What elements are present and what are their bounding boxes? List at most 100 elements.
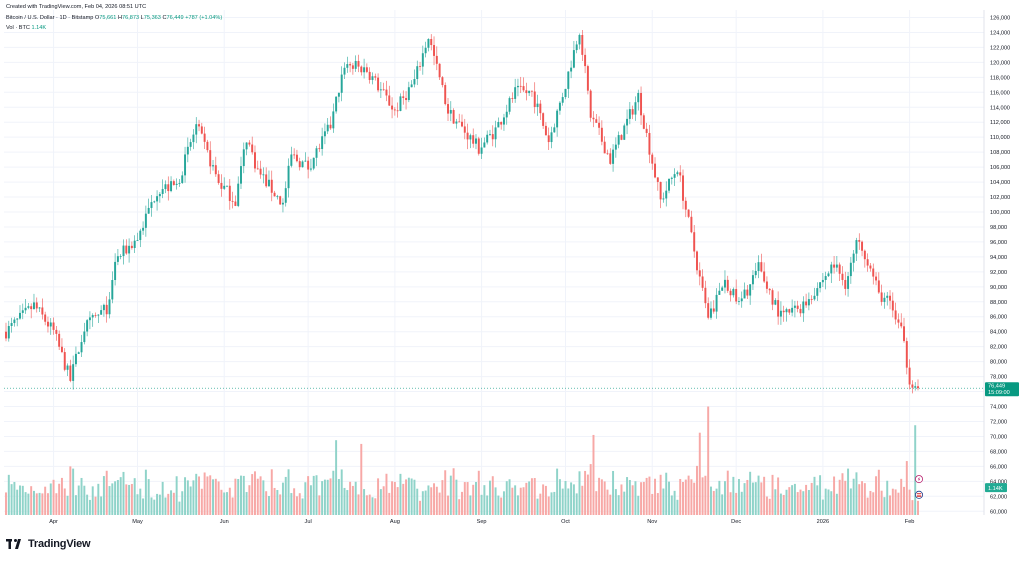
candle-body [793, 305, 796, 308]
volume-bar [891, 488, 894, 515]
volume-bar [206, 476, 209, 515]
volume-bar [662, 488, 665, 515]
volume-bar [130, 483, 133, 515]
volume-bar [240, 475, 242, 515]
candle-body [139, 230, 142, 241]
candle-body [483, 142, 486, 148]
volume-bar [852, 478, 855, 515]
volume-bar [486, 495, 489, 515]
volume-legend[interactable]: Vol · BTC 1.14K [6, 25, 46, 31]
y-tick-label: 96,000 [990, 240, 1007, 246]
candle-body [670, 177, 673, 179]
volume-bar [483, 485, 486, 515]
candle-body [805, 301, 808, 306]
x-tick-label: Jun [220, 519, 229, 525]
candle-body [684, 200, 687, 210]
volume-bar [256, 478, 259, 515]
volume-bar [701, 477, 704, 515]
candle-body [346, 64, 349, 68]
volume-bar [805, 484, 808, 515]
y-tick-label: 86,000 [990, 315, 1007, 321]
volume-bar [914, 425, 917, 515]
volume-bar [293, 488, 296, 515]
volume-bar [886, 480, 889, 515]
candle-body [164, 184, 167, 190]
volume-bar [777, 477, 780, 515]
ohlc-legend[interactable]: Bitcoin / U.S. Dollar · 1D · Bitstamp O7… [6, 15, 222, 21]
volume-bar [396, 487, 399, 515]
volume-bar [469, 495, 472, 515]
candle-body [645, 128, 648, 133]
volume-bar [88, 499, 91, 515]
candle-body [570, 67, 573, 72]
candle-body [589, 90, 592, 118]
candle-body [178, 182, 181, 184]
candle-body [122, 245, 125, 257]
candle-body [273, 192, 276, 197]
volume-bar [63, 488, 66, 515]
volume-bar [623, 491, 626, 515]
candle-body [295, 154, 298, 162]
volume-bar [279, 494, 282, 515]
volume-bar [869, 490, 872, 515]
candle-body [447, 104, 449, 114]
x-tick-label: Apr [49, 519, 58, 525]
volume-bar [732, 476, 735, 515]
volume-bar [220, 489, 223, 515]
volume-bar [833, 476, 836, 515]
volume-bar [72, 468, 75, 515]
candle-body [746, 289, 749, 296]
volume-bar [19, 485, 21, 515]
volume-bar [309, 485, 312, 515]
x-tick-label: 2026 [817, 519, 829, 525]
candle-body [844, 279, 847, 289]
candle-body [564, 88, 567, 98]
candle-body [116, 256, 119, 262]
volume-bar [743, 483, 746, 515]
volume-bar [35, 493, 38, 515]
candle-body [743, 289, 746, 299]
brand-name: TradingView [28, 538, 91, 550]
volume-bar [407, 477, 410, 515]
volume-bar [281, 482, 284, 515]
candle-body [5, 331, 7, 339]
volume-bar [707, 406, 710, 515]
volume-bar [178, 501, 181, 515]
candle-body [421, 53, 424, 67]
volume-bar [452, 468, 455, 515]
candle-body [852, 253, 855, 263]
volume-bar [374, 498, 377, 515]
candle-body [665, 190, 668, 199]
volume-bar [259, 476, 262, 515]
volume-bar [807, 490, 810, 515]
volume-bar [712, 490, 715, 515]
candle-body [175, 183, 178, 185]
candle-body [575, 44, 578, 51]
volume-bar [102, 476, 105, 515]
candle-body [886, 295, 889, 298]
candle-body [679, 172, 682, 176]
candle-body [63, 352, 66, 370]
tradingview-brand[interactable]: TradingView [6, 538, 91, 550]
candle-body [875, 276, 878, 281]
volume-bar [231, 497, 234, 515]
volume-bar [519, 487, 522, 515]
volume-bar [97, 483, 100, 515]
volume-bar [796, 492, 799, 515]
volume-bar [332, 470, 335, 515]
candle-body [237, 183, 240, 206]
candle-body [807, 299, 810, 306]
candle-body [452, 110, 455, 124]
volume-bar [86, 494, 89, 515]
candle-body [640, 92, 643, 116]
y-tick-label: 120,000 [990, 60, 1010, 66]
volume-bar [603, 481, 606, 515]
candle-body [212, 165, 214, 167]
volume-bar [413, 479, 416, 515]
volume-bar [581, 485, 584, 515]
volume-bar [16, 489, 19, 515]
volume-bar [66, 495, 69, 515]
volume-bar [488, 480, 491, 515]
volume-bar [530, 478, 533, 515]
